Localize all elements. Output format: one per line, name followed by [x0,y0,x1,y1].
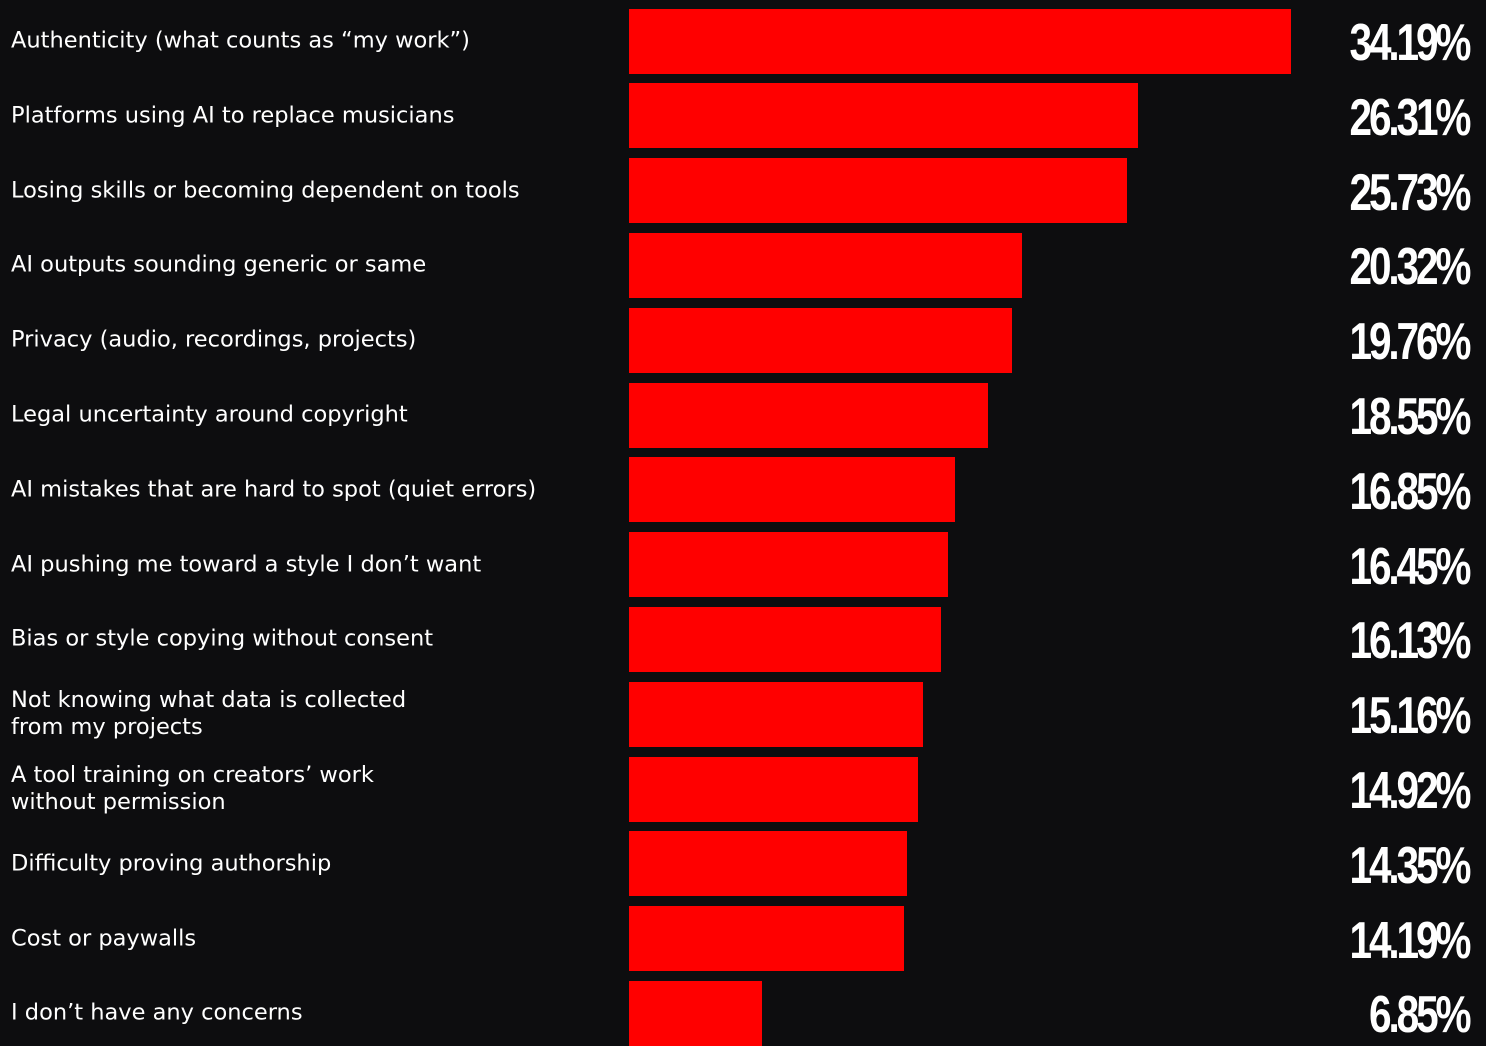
category-label: AI outputs sounding generic or same [11,251,427,278]
value-label: 20.32% [1349,238,1471,297]
category-label: Not knowing what data is collected from … [11,687,407,741]
value-label: 16.85% [1349,462,1471,521]
bar [629,83,1139,149]
bar [629,158,1128,224]
value-label: 16.13% [1349,612,1471,671]
category-label: I don’t have any concerns [11,999,303,1026]
bar [629,8,1291,74]
category-label: Platforms using AI to replace musicians [11,102,455,129]
value-label: 18.55% [1349,388,1471,446]
category-label: Losing skills or becoming dependent on t… [11,177,520,204]
bar [629,756,918,822]
bar [629,681,923,747]
value-label: 14.19% [1349,911,1471,970]
value-label: 14.92% [1349,762,1471,820]
category-label: Cost or paywalls [11,925,197,952]
category-label: A tool training on creators’ work withou… [11,762,374,815]
category-label: Authenticity (what counts as “my work”) [11,27,470,54]
bar [629,307,1012,373]
bar [629,906,904,972]
value-label: 25.73% [1349,163,1471,222]
value-label: 16.45% [1349,537,1471,596]
bar [629,232,1023,298]
category-label: Difficulty proving authorship [11,850,332,877]
bar [629,831,907,897]
value-label: 14.35% [1349,836,1471,895]
value-label: 15.16% [1349,687,1471,746]
bar [629,606,942,672]
bar [629,457,956,523]
bar [629,382,989,448]
value-label: 34.19% [1349,14,1471,72]
category-label: AI pushing me toward a style I don’t wan… [11,551,482,578]
value-label: 6.85% [1368,986,1472,1045]
category-label: Bias or style copying without consent [11,625,434,652]
value-label: 19.76% [1349,313,1471,372]
bar [629,980,762,1046]
category-label: AI mistakes that are hard to spot (quiet… [11,476,537,503]
value-label: 26.31% [1349,88,1471,147]
category-label: Privacy (audio, recordings, projects) [11,326,417,353]
category-label: Legal uncertainty around copyright [11,401,408,428]
bar [629,532,948,598]
